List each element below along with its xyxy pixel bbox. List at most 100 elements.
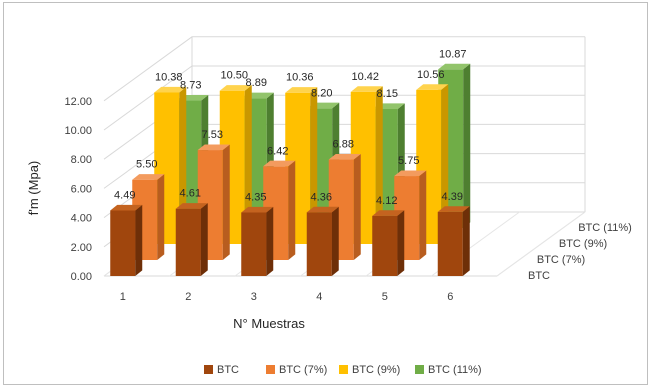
legend-label: BTC [217, 364, 239, 376]
legend: BTC BTC (7%) BTC (9%) BTC (11%) [204, 364, 482, 376]
legend-item: BTC (7%) [266, 364, 327, 376]
legend-label: BTC (11%) [428, 364, 482, 376]
bar-top [219, 85, 252, 91]
bar-side [288, 160, 296, 260]
data-label: 10.87 [439, 48, 467, 60]
bar-side [441, 84, 449, 244]
bar-top [394, 170, 427, 177]
legend-label: BTC (7%) [279, 364, 327, 376]
bar-side [244, 85, 252, 244]
bar-top [110, 204, 143, 211]
legend-item: BTC (9%) [339, 364, 400, 376]
data-label: 8.20 [311, 87, 332, 99]
bar-side [222, 144, 230, 260]
bar-top [306, 206, 339, 213]
legend-label: BTC (9%) [352, 364, 400, 376]
bar-front [437, 211, 463, 276]
bar-front [110, 210, 136, 276]
bar-top [437, 206, 470, 212]
depth-label: BTC (9%) [559, 238, 607, 250]
bar-top [132, 174, 165, 180]
x-axis-title: N° Muestras [233, 316, 305, 331]
bar [110, 204, 143, 276]
bar-top [241, 206, 274, 213]
bar [437, 206, 470, 276]
y-tick-label: 10.00 [64, 125, 92, 137]
legend-item: BTC [204, 364, 239, 376]
x-axis-ticks: 1 2 3 4 5 6 [120, 291, 454, 303]
bar-chart-3d: 0.00 2.00 4.00 6.00 8.00 10.00 12.00 1 2 3 4 5 6 BT… [26, 36, 632, 376]
bar-front [306, 212, 332, 276]
bar-side [353, 153, 361, 260]
x-tick-label: 1 [120, 291, 126, 303]
legend-swatch [339, 365, 348, 374]
data-label: 10.38 [155, 71, 183, 83]
data-label: 6.42 [267, 145, 288, 157]
data-label: 4.61 [180, 188, 201, 200]
bar [416, 84, 449, 244]
bar-side [331, 206, 339, 276]
data-label: 10.50 [220, 70, 248, 82]
bar-top [175, 203, 208, 209]
legend-swatch [266, 365, 275, 374]
bar-top [263, 160, 296, 167]
bar-top [154, 86, 187, 93]
bar-side [419, 170, 427, 260]
data-label: 8.89 [246, 77, 267, 89]
bar-top [438, 63, 471, 70]
bar [306, 206, 339, 276]
bars [110, 63, 471, 276]
bar [372, 210, 405, 276]
bar-side [310, 87, 318, 244]
bar-top [285, 87, 318, 93]
bar-side [397, 210, 405, 276]
data-label: 5.50 [136, 159, 157, 171]
x-tick-label: 4 [316, 291, 322, 303]
data-label: 4.35 [245, 191, 266, 203]
y-tick-label: 12.00 [64, 96, 92, 108]
bar-side [462, 206, 470, 276]
bar-top [372, 210, 405, 216]
data-label: 8.15 [377, 88, 398, 100]
legend-swatch [204, 365, 213, 374]
legend-swatch [415, 365, 424, 374]
data-label: 8.73 [180, 80, 201, 92]
depth-label: BTC [528, 270, 550, 282]
data-label: 10.56 [417, 69, 445, 81]
x-tick-label: 5 [382, 291, 388, 303]
bar-side [200, 203, 208, 276]
y-axis-ticks: 0.00 2.00 4.00 6.00 8.00 10.00 12.00 [64, 96, 92, 283]
bar-side [135, 204, 143, 276]
data-label: 4.49 [114, 189, 135, 201]
y-tick-label: 6.00 [71, 183, 92, 195]
data-label: 4.39 [442, 191, 463, 203]
floor-gridline [496, 211, 586, 277]
y-tick-label: 2.00 [71, 242, 92, 254]
x-tick-label: 2 [185, 291, 191, 303]
depth-axis-labels: BTC BTC (7%) BTC (9%) BTC (11%) [528, 222, 632, 282]
bar [175, 203, 208, 276]
data-label: 7.53 [202, 129, 223, 141]
data-label: 4.36 [311, 191, 332, 203]
legend-item: BTC (11%) [415, 364, 482, 376]
bar-side [463, 63, 471, 229]
bar-top [416, 84, 449, 90]
bar-top [350, 86, 383, 92]
y-tick-label: 4.00 [71, 213, 92, 225]
bar-side [375, 86, 383, 244]
bar-front [372, 215, 398, 276]
depth-label: BTC (7%) [537, 254, 585, 266]
depth-label: BTC (11%) [578, 222, 632, 234]
data-labels: 8.73 8.89 8.20 8.15 10.87 10.38 10.50 10.36 10.4… [114, 48, 466, 207]
data-label: 5.75 [398, 155, 419, 167]
chart-frame: 0.00 2.00 4.00 6.00 8.00 10.00 12.00 1 2 3 4 5 6 BT… [3, 2, 648, 385]
data-label: 6.88 [333, 139, 354, 151]
x-tick-label: 6 [447, 291, 453, 303]
y-tick-label: 0.00 [71, 271, 92, 283]
bar-top [328, 153, 361, 160]
bar-front [175, 208, 201, 276]
bar-side [266, 206, 274, 276]
x-tick-label: 3 [251, 291, 257, 303]
y-axis-title: f'm (Mpa) [26, 161, 41, 215]
data-label: 10.36 [286, 72, 314, 84]
